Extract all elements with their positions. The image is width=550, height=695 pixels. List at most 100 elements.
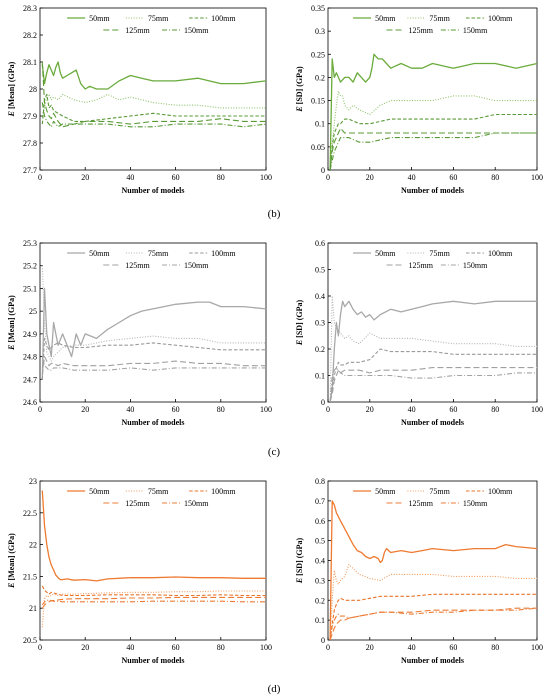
plot-area-frame: [39, 242, 267, 403]
x-axis-title: Number of models: [401, 418, 464, 427]
x-tick-label: 100: [531, 643, 543, 652]
x-tick-label: 40: [408, 173, 416, 182]
chart-panels: 27.7 27.8 27.9 28 28.1 28.2 28.3 0 20 40 60 80 100 Nu…: [7, 4, 543, 665]
y-axis-title: E [SD] (GPa): [295, 300, 304, 347]
legend-label-150mm: 150mm: [184, 261, 209, 270]
series-line-100mm: [41, 93, 266, 125]
legend-label-100mm: 100mm: [211, 14, 236, 23]
legend-label-75mm: 75mm: [148, 14, 169, 23]
legend-label-125mm: 125mm: [125, 499, 150, 508]
x-tick-label: 60: [172, 643, 180, 652]
y-tick-label: 0.4: [315, 292, 325, 301]
x-tick-label: 20: [81, 643, 89, 652]
y-tick-label: 27.7: [23, 166, 37, 175]
y-tick-label: 0.4: [315, 557, 325, 566]
y-tick-label: 0.5: [315, 266, 325, 275]
x-tick-label: 60: [449, 643, 457, 652]
series-line-50mm: [41, 287, 267, 380]
y-axis-title-text: [Mean] (GPa): [7, 533, 16, 581]
y-tick-label: 24.6: [23, 398, 37, 407]
y-axis-title-text: [SD] (GPa): [295, 300, 304, 338]
y-axis-title-text: [SD] (GPa): [295, 538, 304, 576]
series-line-125mm: [41, 596, 266, 609]
x-tick-label: 0: [326, 405, 330, 414]
legend-label-125mm: 125mm: [409, 26, 434, 35]
y-tick-label: 28.2: [23, 31, 37, 40]
legend-label-150mm: 150mm: [184, 26, 209, 35]
x-tick-label: 100: [260, 405, 272, 414]
x-tick-label: 40: [126, 173, 134, 182]
series-line-125mm: [329, 127, 537, 171]
y-tick-label: 25.2: [23, 262, 37, 271]
chart-panel-2: 24.6 24.7 24.8 24.9 25 25.1 25.2 25.3 0 20 40 60 80 1…: [7, 239, 272, 427]
y-axis-title: E [SD] (GPa): [295, 66, 304, 113]
chart-panel-4: 20.5 21 21.5 22 22.5 23 0 20 40 60 80 100 Number of …: [7, 477, 272, 665]
plot-area-frame: [327, 7, 538, 171]
legend-label-125mm: 125mm: [409, 499, 434, 508]
legend-label-100mm: 100mm: [488, 14, 513, 23]
series-line-125mm: [41, 61, 266, 128]
y-axis-title: E[Mean] (GPa): [7, 533, 16, 589]
y-tick-label: 0: [321, 166, 325, 175]
legend-label-150mm: 150mm: [184, 499, 209, 508]
series-line-100mm: [41, 337, 266, 380]
x-tick-label: 0: [326, 173, 330, 182]
legend-label-50mm: 50mm: [375, 249, 396, 258]
y-tick-label: 0: [321, 398, 325, 407]
y-tick-label: 24.8: [23, 353, 37, 362]
x-tick-label: 80: [217, 405, 225, 414]
y-tick-label: 24.7: [23, 375, 37, 384]
x-tick-label: 60: [172, 405, 180, 414]
y-tick-label: 0.15: [311, 97, 325, 106]
y-tick-label: 0.1: [315, 616, 325, 625]
y-tick-label: 0.05: [311, 143, 325, 152]
y-axis-title-text: [Mean] (GPa): [7, 61, 16, 109]
x-tick-label: 20: [366, 643, 374, 652]
y-tick-label: 0.2: [315, 596, 325, 605]
y-tick-label: 0.1: [315, 372, 325, 381]
legend-label-75mm: 75mm: [429, 487, 450, 496]
x-tick-label: 40: [408, 405, 416, 414]
x-tick-label: 80: [491, 405, 499, 414]
x-tick-label: 0: [38, 405, 42, 414]
series-line-150mm: [41, 102, 267, 128]
y-axis-title-text: [SD] (GPa): [295, 66, 304, 104]
y-tick-label: 0.3: [315, 576, 325, 585]
x-tick-label: 100: [531, 405, 543, 414]
series-line-150mm: [329, 132, 537, 171]
x-tick-label: 40: [126, 643, 134, 652]
chart-panel-5: 0 0.1 0.2 0.3 0.4 0.5 0.6 0.7 0.8 0 20 40 60 80 100 Num…: [295, 477, 543, 665]
series-line-75mm: [41, 265, 266, 362]
chart-panel-1: 0 0.05 0.1 0.15 0.2 0.25 0.3 0.35 0 20 40 60 80 100 Nu…: [295, 4, 543, 195]
legend-label-100mm: 100mm: [488, 249, 513, 258]
y-tick-label: 28: [29, 85, 37, 94]
y-tick-label: 0.5: [315, 537, 325, 546]
y-tick-label: 0.2: [315, 345, 325, 354]
y-tick-label: 0.7: [315, 497, 325, 506]
x-axis-title: Number of models: [122, 418, 185, 427]
y-axis-title: E[Mean] (GPa): [7, 295, 16, 351]
y-axis-title-text: [Mean] (GPa): [7, 295, 16, 343]
x-tick-label: 20: [81, 173, 89, 182]
series-line-100mm: [329, 113, 537, 171]
legend-label-50mm: 50mm: [375, 14, 396, 23]
legend-label-50mm: 50mm: [89, 249, 110, 258]
series-line-50mm: [41, 490, 266, 582]
chart-panel-3: 0 0.1 0.2 0.3 0.4 0.5 0.6 0 20 40 60 80 100 Number of…: [295, 239, 543, 427]
series-line-50mm: [329, 300, 537, 403]
y-tick-label: 0: [321, 636, 325, 645]
y-tick-label: 0.2: [315, 73, 325, 82]
y-axis-title-symbol: E: [7, 344, 16, 350]
series-line-50mm: [329, 53, 538, 171]
series-line-100mm: [329, 348, 537, 403]
y-tick-label: 24.9: [23, 330, 37, 339]
x-axis-title: Number of models: [401, 656, 464, 665]
panel-label-b: (b): [268, 208, 281, 220]
series-line-75mm: [329, 563, 537, 641]
legend-label-125mm: 125mm: [125, 26, 150, 35]
x-axis-title: Number of models: [122, 186, 185, 195]
y-axis-title-symbol: E: [7, 582, 16, 588]
y-tick-label: 0.6: [315, 239, 325, 248]
y-axis-title-symbol: E: [295, 578, 304, 584]
series-line-125mm: [329, 367, 537, 403]
